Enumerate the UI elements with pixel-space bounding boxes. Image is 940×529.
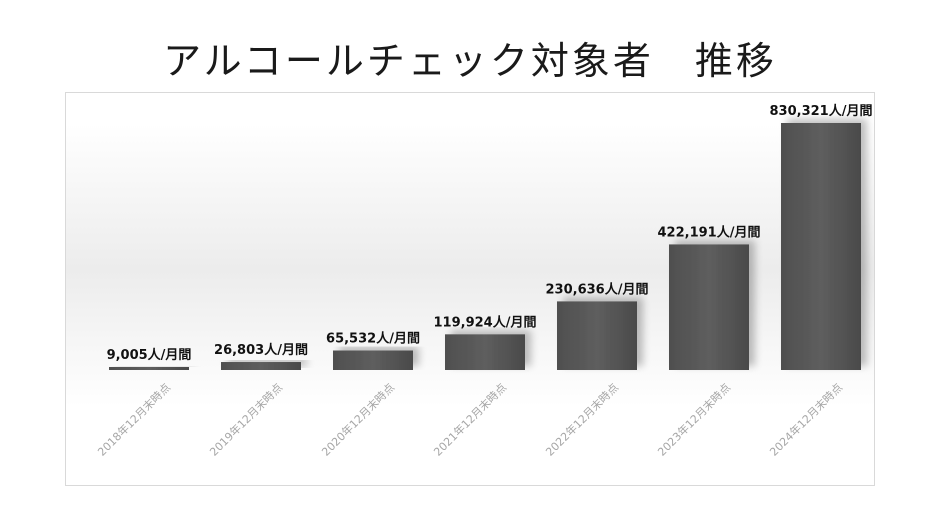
bar-5: [669, 244, 749, 370]
category-label-1: 2019年12月末時点: [207, 380, 285, 458]
data-label-5: 422,191人/月間: [658, 224, 761, 240]
category-label-4: 2022年12月末時点: [543, 380, 621, 458]
data-label-2: 65,532人/月間: [326, 331, 420, 347]
data-label-4: 230,636人/月間: [546, 281, 649, 297]
data-label-6: 830,321人/月間: [770, 103, 873, 119]
category-label-5: 2023年12月末時点: [655, 380, 733, 458]
bar-1: [221, 362, 301, 370]
bar-2: [333, 350, 413, 370]
category-label-3: 2021年12月末時点: [431, 380, 509, 458]
category-label-0: 2018年12月末時点: [95, 380, 173, 458]
data-label-0: 9,005人/月間: [107, 347, 192, 363]
bar-3: [445, 334, 525, 370]
bar-4: [557, 301, 637, 370]
bar-0: [109, 367, 189, 370]
bar-6: [781, 123, 861, 370]
data-label-1: 26,803人/月間: [214, 342, 308, 358]
page-title: アルコールチェック対象者 推移: [163, 39, 777, 83]
category-label-2: 2020年12月末時点: [319, 380, 397, 458]
category-label-6: 2024年12月末時点: [767, 380, 845, 458]
data-label-3: 119,924人/月間: [434, 314, 537, 330]
